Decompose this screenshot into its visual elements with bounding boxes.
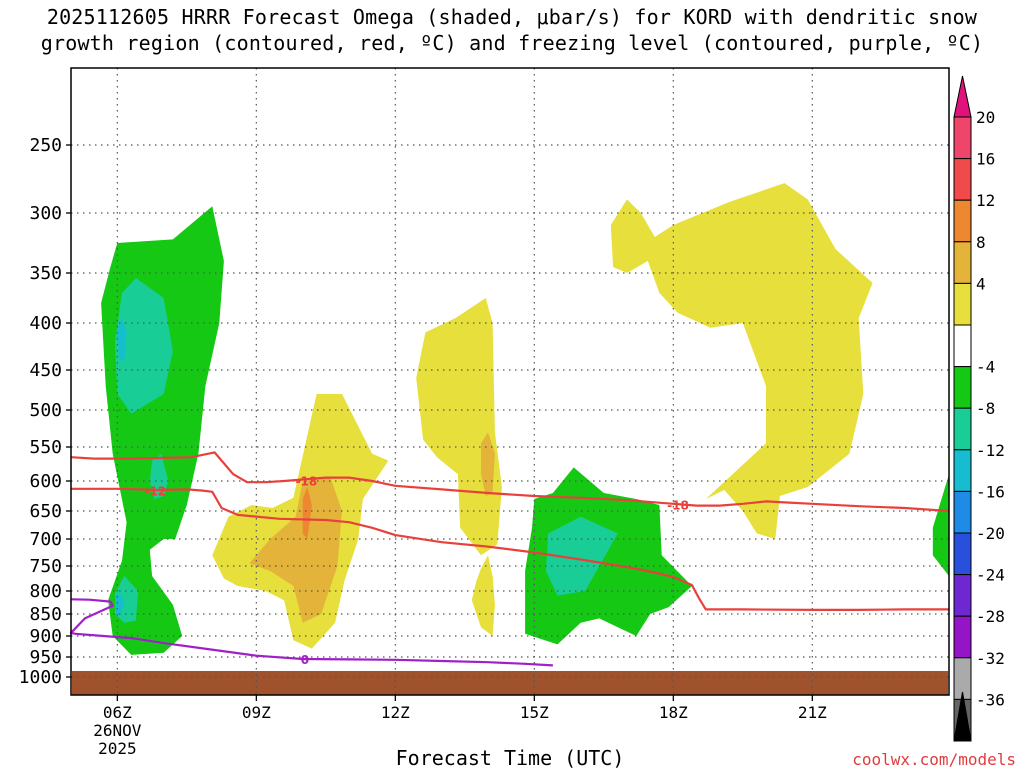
colorbar-label-20: 20	[976, 108, 995, 127]
y-tick-label-650: 650	[29, 501, 62, 522]
freezing-level	[69, 598, 553, 667]
colorbar-band-2	[953, 199, 972, 243]
x-tick-label-12Z: 12Z	[381, 703, 410, 722]
descent-10z-core	[302, 487, 312, 539]
dendritic-upper-boundary	[70, 451, 950, 513]
ascent-06z-mid-core	[149, 453, 169, 499]
colorbar-label-8: 8	[976, 233, 986, 252]
omega-shaded-regions	[101, 183, 949, 655]
ascent-06z-lower-spot	[115, 593, 125, 617]
x-tick-date: 26NOV	[93, 721, 142, 740]
colorbar-label-m32: -32	[976, 649, 1005, 668]
colorbar-band-12	[953, 615, 972, 659]
ascent-06z-upper-core	[115, 278, 173, 414]
x-tick-label-06Z: 06Z	[103, 703, 132, 722]
chart-title-line-1: 2025112605 HRRR Forecast Omega (shaded, …	[46, 5, 978, 29]
colorbar-band-9	[953, 490, 972, 534]
x-tick-label-18Z: 18Z	[659, 703, 688, 722]
ascent-16z	[525, 467, 692, 645]
colorbar-band-3	[953, 241, 972, 284]
y-tick-label-700: 700	[29, 529, 62, 550]
y-tick-label-350: 350	[29, 263, 62, 284]
grid-lines	[71, 68, 949, 695]
freezing-level-label: 0	[301, 653, 309, 667]
ascent-16z-core	[545, 516, 618, 596]
colorbar-top-arrow	[953, 75, 972, 118]
y-tick-label-550: 550	[29, 437, 62, 458]
x-tick-label-21Z: 21Z	[798, 703, 827, 722]
colorbar-label-m4: -4	[976, 358, 995, 377]
descent-14z-core	[481, 432, 495, 496]
x-tick-year: 2025	[98, 739, 137, 758]
dendritic-upper-boundary-label: -18	[296, 474, 318, 488]
axes: 2503003504004505005506006507007508008509…	[19, 67, 950, 758]
y-tick-label-600: 600	[29, 471, 62, 492]
colorbar-band-10	[953, 532, 972, 576]
ascent-06z-upper-spot	[117, 318, 127, 361]
colorbar-label-16: 16	[976, 150, 995, 169]
colorbar-label-m24: -24	[976, 566, 1005, 585]
colorbar-label-m16: -16	[976, 482, 1005, 501]
y-tick-label-250: 250	[29, 135, 62, 156]
colorbar-band-1	[953, 158, 972, 201]
credit-text: coolwx.com/models	[852, 750, 1016, 768]
colorbar-label-m36: -36	[976, 690, 1005, 709]
plot-frame	[70, 67, 950, 696]
y-tick-label-450: 450	[29, 360, 62, 381]
colorbar-label-m12: -12	[976, 441, 1005, 460]
colorbar: 20 16 12 8 4 -4 -8 -12 -16 -20 -24 -28 -32 -36	[953, 75, 1005, 742]
colorbar-band-5	[953, 324, 972, 368]
dendritic-lower-boundary	[71, 487, 949, 612]
descent-14z	[416, 298, 502, 556]
ascent-right-edge	[932, 474, 949, 576]
colorbar-band-6	[953, 366, 972, 409]
x-tick-label-15Z: 15Z	[520, 703, 549, 722]
colorbar-band-8	[953, 449, 972, 492]
x-tick-label-09Z: 09Z	[242, 703, 271, 722]
colorbar-band-0	[953, 116, 972, 160]
y-tick-label-900: 900	[29, 626, 62, 647]
y-tick-label-800: 800	[29, 581, 62, 602]
colorbar-band-11	[953, 574, 972, 617]
ground-surface	[72, 671, 948, 695]
colorbar-label-4: 4	[976, 274, 986, 293]
colorbar-label-m28: -28	[976, 607, 1005, 626]
colorbar-band-7	[953, 407, 972, 451]
colorbar-label-12: 12	[976, 191, 995, 210]
colorbar-bottom-arrow	[953, 691, 972, 742]
y-tick-label-1000: 1000	[19, 667, 62, 688]
chart-title-line-2: growth region (contoured, red, ºC) and f…	[40, 31, 984, 55]
y-tick-label-300: 300	[29, 203, 62, 224]
colorbar-band-4	[953, 282, 972, 326]
descent-10z-mid	[249, 477, 342, 623]
y-tick-label-500: 500	[29, 400, 62, 421]
colorbar-label-m20: -20	[976, 524, 1005, 543]
x-axis-title: Forecast Time (UTC)	[396, 746, 625, 768]
dendritic-lower-boundary-label: -12	[144, 485, 166, 499]
contour-lines: -18 -18 -12 0	[69, 451, 950, 667]
y-tick-label-850: 850	[29, 604, 62, 625]
colorbar-label-m8: -8	[976, 399, 995, 418]
y-tick-label-950: 950	[29, 647, 62, 668]
descent-14z-lower	[471, 555, 495, 636]
y-tick-label-400: 400	[29, 313, 62, 334]
dendritic-upper-boundary-label-2: -18	[667, 498, 689, 512]
descent-upper-right	[610, 183, 873, 539]
y-tick-label-750: 750	[29, 556, 62, 577]
surface-layer	[72, 671, 948, 695]
